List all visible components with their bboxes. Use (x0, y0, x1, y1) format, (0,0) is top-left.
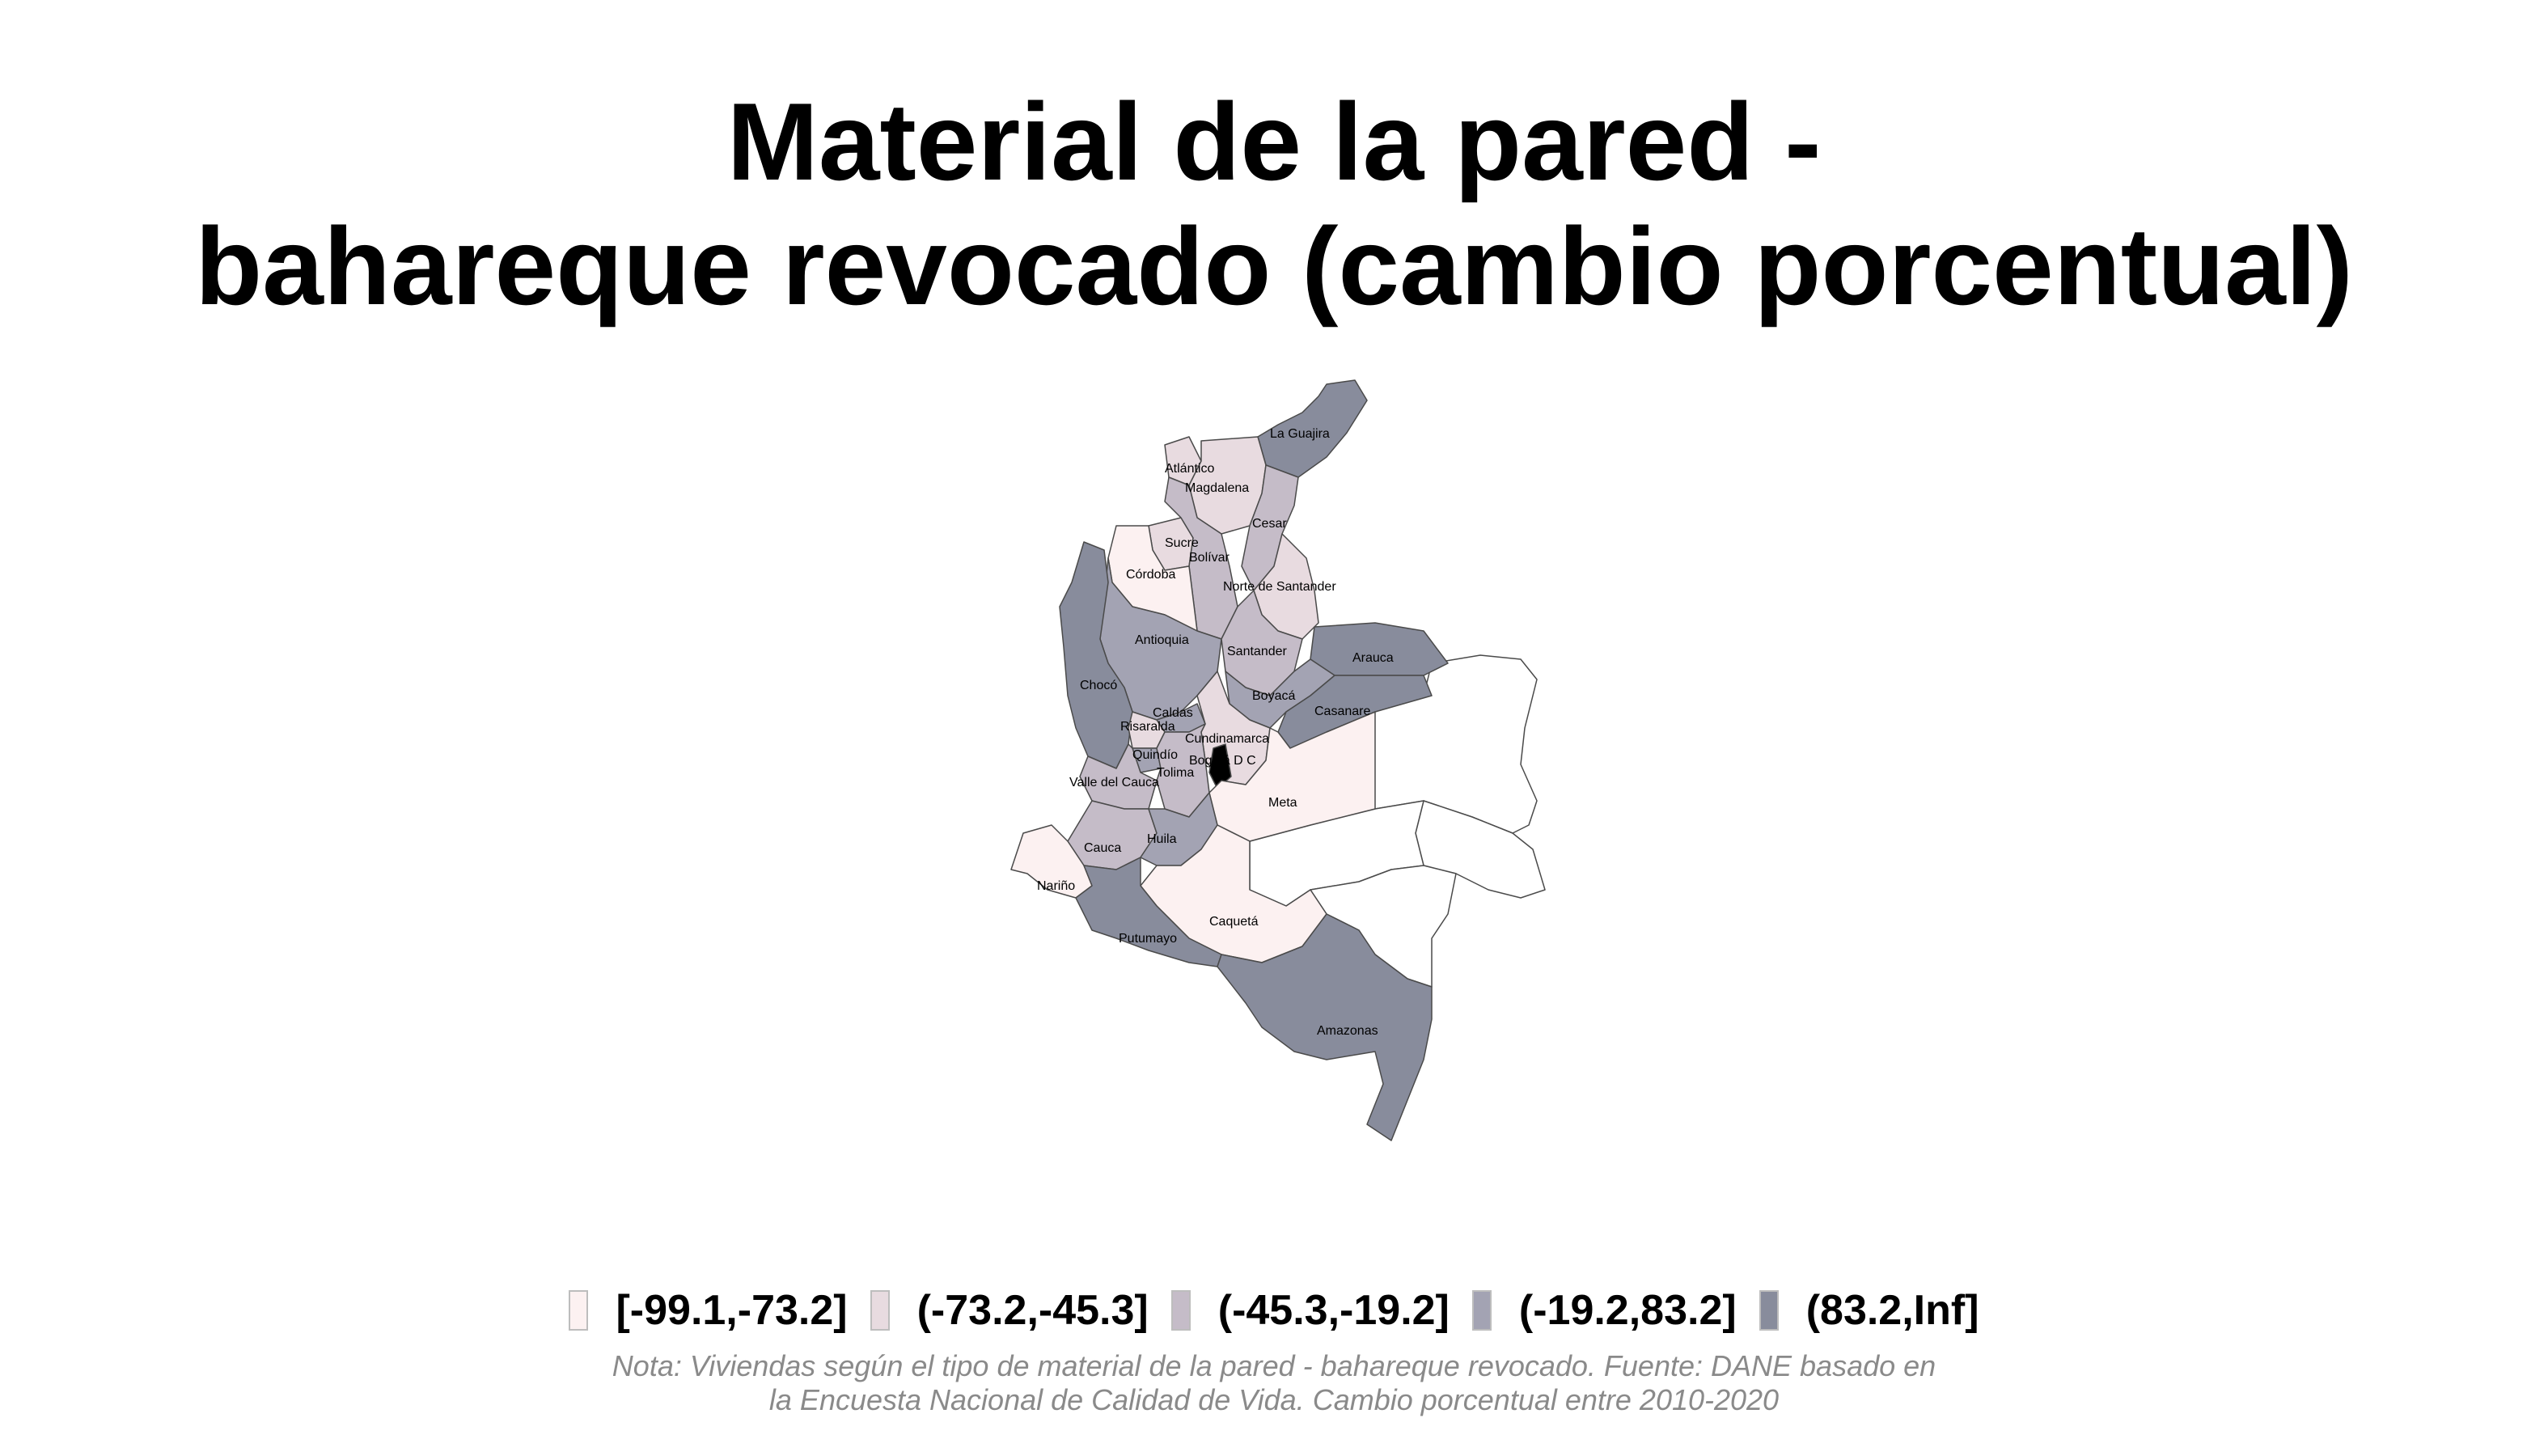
legend-item: [-99.1,-73.2] (569, 1286, 848, 1335)
label-arauca: Arauca (1352, 651, 1394, 665)
label-amazonas: Amazonas (1317, 1024, 1378, 1038)
region-valle-del-cauca (1079, 743, 1158, 810)
label-caqueta: Caquetá (1209, 915, 1259, 929)
legend-item: (-45.3,-19.2] (1170, 1286, 1450, 1335)
map-legend: [-99.1,-73.2] (-73.2,-45.3] (-45.3,-19.2… (0, 1282, 2548, 1339)
label-antioquia: Antioquia (1135, 633, 1189, 647)
colombia-choropleth-map: La Guajira Atlántico Magdalena Cesar Suc… (1010, 379, 1546, 1141)
label-la-guajira: La Guajira (1270, 427, 1330, 441)
label-sucre: Sucre (1165, 536, 1199, 550)
label-boyaca: Boyacá (1252, 689, 1295, 703)
region-magdalena (1188, 436, 1267, 535)
legend-swatch (1471, 1290, 1492, 1331)
label-santander: Santander (1227, 645, 1288, 658)
legend-swatch (1759, 1290, 1779, 1331)
label-cauca: Cauca (1084, 841, 1121, 855)
region-meta (1208, 711, 1376, 842)
label-risaralda: Risaralda (1120, 720, 1175, 734)
label-cordoba: Córdoba (1126, 568, 1175, 582)
legend-swatch (870, 1290, 890, 1331)
label-bogota-dc: Bogotá D C (1189, 754, 1256, 768)
legend-label: (-73.2,-45.3] (916, 1287, 1149, 1334)
source-note-line-2: la Encuesta Nacional de Calidad de Vida.… (768, 1383, 1780, 1416)
region-amazonas (1217, 913, 1433, 1141)
label-bolivar: Bolívar (1189, 551, 1230, 565)
legend-item: (-73.2,-45.3] (870, 1286, 1149, 1335)
legend-label: (-19.2,83.2] (1518, 1287, 1737, 1334)
legend-swatch (569, 1290, 589, 1331)
label-putumayo: Putumayo (1119, 932, 1177, 946)
legend-swatch (1170, 1290, 1191, 1331)
label-huila: Huila (1147, 832, 1177, 846)
label-magdalena: Magdalena (1185, 481, 1249, 495)
label-valle-del-cauca: Valle del Cauca (1069, 776, 1159, 789)
legend-item: (83.2,Inf] (1759, 1286, 1979, 1335)
legend-item: (-19.2,83.2] (1471, 1286, 1737, 1335)
legend-label: [-99.1,-73.2] (616, 1287, 848, 1334)
legend-label: (83.2,Inf] (1805, 1287, 1979, 1334)
label-choco: Chocó (1080, 679, 1117, 692)
label-narino: Nariño (1037, 879, 1075, 893)
map-title-line-1: Material de la pared - (726, 80, 1822, 203)
label-atlantico: Atlántico (1165, 462, 1214, 476)
label-cesar: Cesar (1252, 517, 1287, 531)
label-norte-de-santander: Norte de Santander (1223, 580, 1336, 594)
region-arauca (1310, 622, 1449, 676)
label-casanare: Casanare (1314, 705, 1370, 718)
legend-label: (-45.3,-19.2] (1217, 1287, 1450, 1334)
label-quindio: Quindío (1132, 748, 1178, 762)
label-cundinamarca: Cundinamarca (1185, 732, 1269, 746)
label-meta: Meta (1268, 796, 1297, 810)
label-tolima: Tolima (1157, 766, 1194, 780)
map-title-line-2: bahareque revocado (cambio porcentual) (195, 205, 2353, 328)
label-caldas: Caldas (1153, 706, 1193, 720)
source-note-line-1: Nota: Viviendas según el tipo de materia… (612, 1349, 1936, 1382)
